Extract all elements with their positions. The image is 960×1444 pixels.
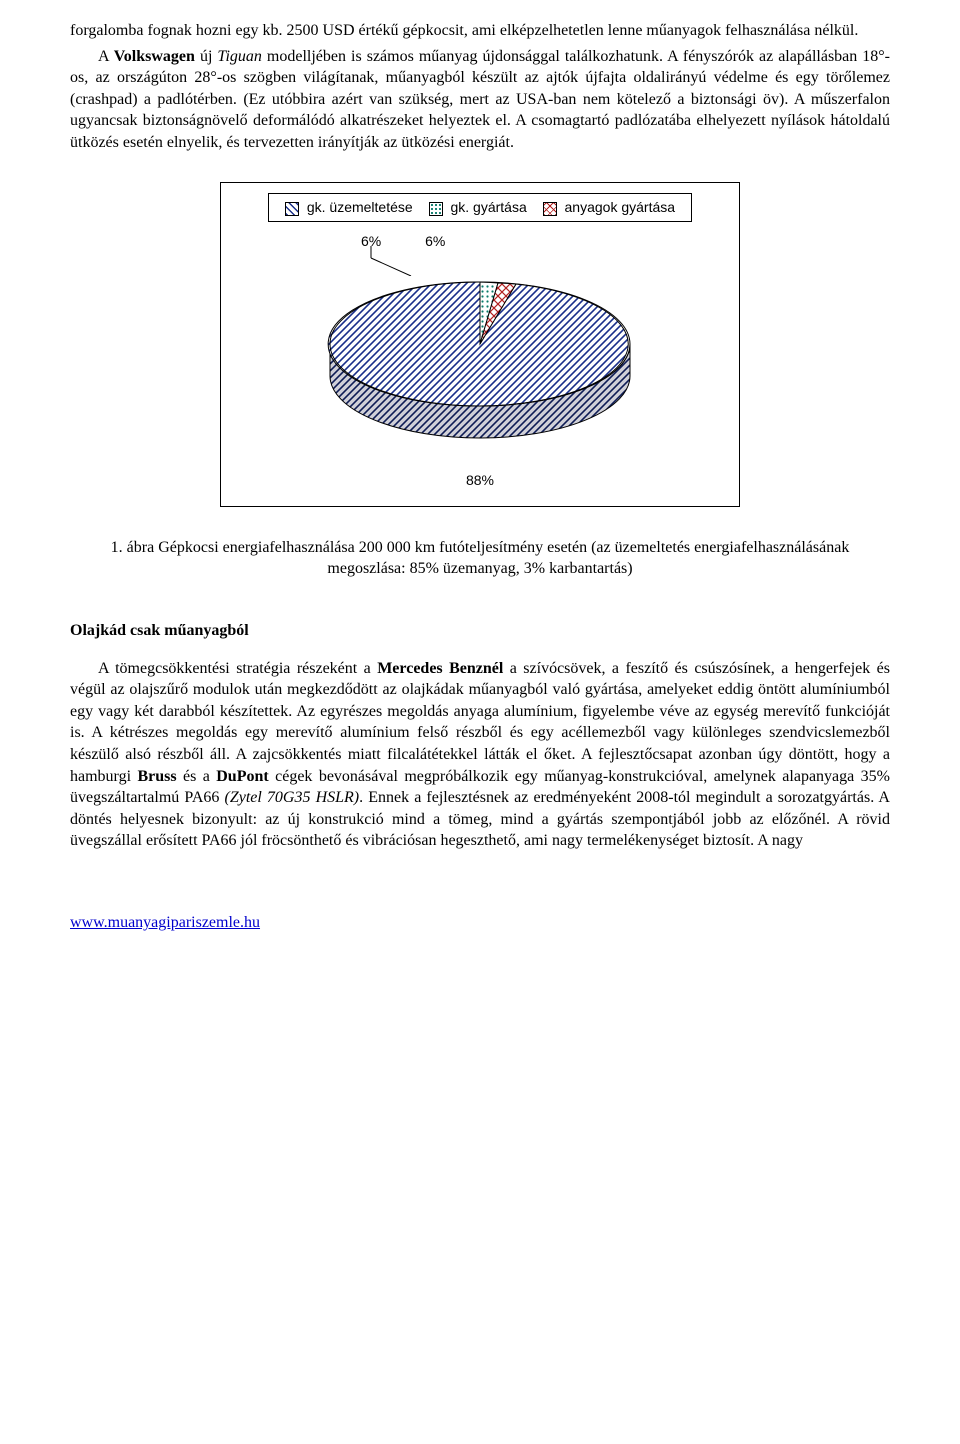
pie-chart-figure: gk. üzemeltetése gk. gyártása anyagok gy… [220,182,740,507]
legend-swatch-cross [543,202,557,216]
legend-label: gk. gyártása [450,199,526,215]
leader-lines [231,252,729,270]
legend-swatch-diag [285,202,299,216]
legend-label: gk. üzemeltetése [307,199,413,215]
legend-item: anyagok gyártása [543,198,675,217]
legend-item: gk. üzemeltetése [285,198,413,217]
paragraph-1: forgalomba fognak hozni egy kb. 2500 USD… [70,20,890,42]
legend-label: anyagok gyártása [565,199,676,215]
chart-box: gk. üzemeltetése gk. gyártása anyagok gy… [220,182,740,507]
section-heading: Olajkád csak műanyagból [70,620,890,642]
chart-legend: gk. üzemeltetése gk. gyártása anyagok gy… [268,193,692,223]
bottom-percent-label: 88% [231,471,729,490]
paragraph-2: A Volkswagen új Tiguan modelljében is sz… [70,46,890,154]
legend-swatch-dots [429,202,443,216]
legend-item: gk. gyártása [429,198,527,217]
footer-link[interactable]: www.muanyagipariszemle.hu [70,912,890,934]
figure-caption: 1. ábra Gépkocsi energiafelhasználása 20… [110,537,850,580]
pie-3d [231,264,729,461]
paragraph-3: A tömegcsökkentési stratégia részeként a… [70,658,890,852]
